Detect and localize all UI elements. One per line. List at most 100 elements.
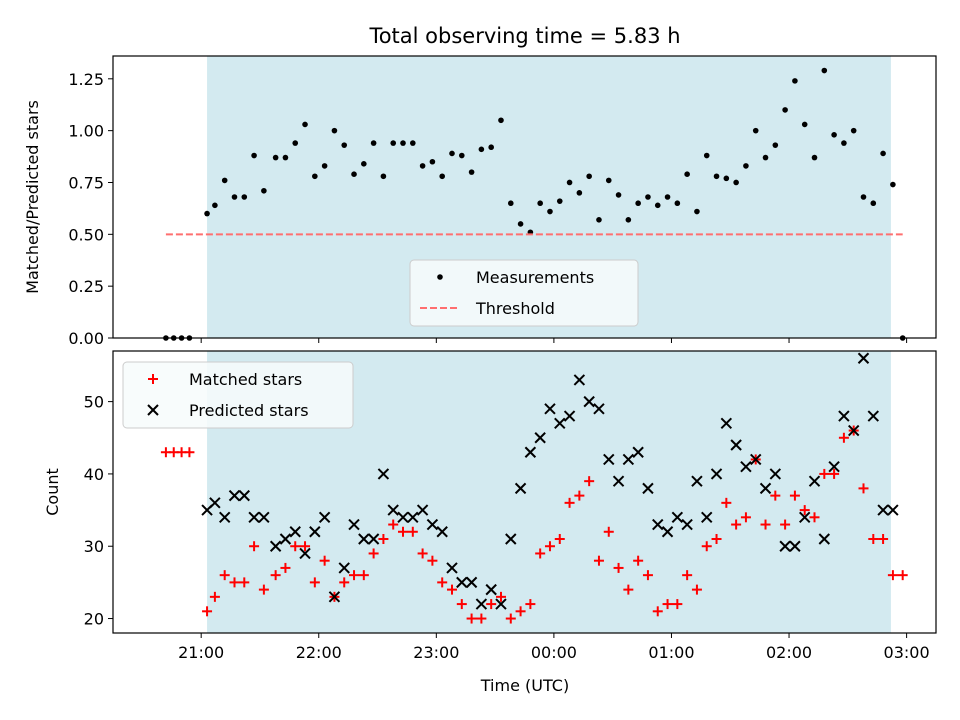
- predicted-stars-point: [348, 518, 360, 531]
- measurement-point: [615, 192, 622, 198]
- measurement-point: [261, 187, 267, 194]
- legend-marker-x: [147, 404, 159, 416]
- matched-stars-point: [662, 599, 673, 610]
- matched-stars-point: [280, 562, 291, 573]
- top-panel: 0.00 0.25 0.50 0.75 1.00 1.25 Matched/Predicte…: [23, 55, 937, 348]
- measurement-point: [204, 210, 210, 217]
- measurement-point: [586, 173, 592, 180]
- x-tick-label: 23:00: [413, 643, 459, 662]
- axes-frame: [112, 350, 937, 634]
- measurement-point: [282, 154, 289, 161]
- measurement-point: [850, 127, 857, 134]
- measurement-point: [361, 161, 367, 167]
- predicted-stars-point: [426, 518, 439, 531]
- predicted-stars-point: [309, 526, 321, 538]
- x-axis-label: Time (UTC): [480, 676, 569, 695]
- matched-stars-point: [535, 548, 546, 559]
- measurement-point: [231, 194, 238, 200]
- predicted-stars-point: [505, 533, 517, 545]
- predicted-stars-point: [318, 511, 331, 524]
- matched-stars-point: [633, 555, 644, 566]
- legend: Matched stars Predicted stars: [122, 361, 354, 429]
- measurement-point: [439, 173, 446, 180]
- measurement-point: [752, 127, 759, 134]
- bottom-panel: 20 30 40 50 21:00 22:00 23:00 00:00 01:00 02:00 03…: [43, 350, 937, 662]
- predicted-stars-point: [228, 489, 241, 502]
- matched-stars-point: [691, 584, 702, 595]
- measurement-point: [331, 127, 338, 134]
- measurement-point: [772, 142, 779, 148]
- matched-stars-point: [544, 541, 555, 552]
- matched-stars-point: [652, 606, 663, 617]
- matched-stars-point: [721, 497, 732, 508]
- matched-stars-point: [868, 534, 879, 544]
- matched-stars-point: [229, 577, 240, 588]
- measurement-point: [664, 194, 671, 200]
- predicted-stars-point: [269, 540, 282, 552]
- predicted-stars-point: [456, 576, 468, 589]
- matched-stars-point: [731, 519, 742, 530]
- legend: Measurements Threshold: [409, 259, 639, 327]
- measurement-point: [841, 140, 847, 146]
- measurement-point: [635, 200, 641, 207]
- legend-label: Measurements: [476, 268, 594, 287]
- predicted-stars-point: [436, 526, 448, 538]
- matched-stars-point: [789, 490, 800, 501]
- predicted-stars-point: [258, 511, 270, 524]
- matched-stars-point: [300, 541, 311, 552]
- matched-stars-point: [584, 476, 595, 487]
- matched-stars-point: [270, 570, 281, 581]
- predicted-stars-point: [238, 489, 250, 502]
- matched-stars-point: [780, 519, 791, 530]
- matched-stars-point: [760, 519, 771, 530]
- measurement-point: [762, 154, 769, 161]
- y-tick-label: 50: [84, 393, 104, 412]
- matched-stars-point: [239, 577, 250, 588]
- matched-stars-point: [897, 570, 908, 581]
- predicted-stars-point: [867, 410, 880, 422]
- measurement-point: [694, 208, 700, 215]
- predicted-stars-point: [554, 417, 566, 430]
- measurement-point: [870, 200, 877, 207]
- x-tick-label: 00:00: [531, 643, 577, 662]
- matched-stars-point: [701, 541, 712, 552]
- matched-stars-point: [799, 505, 810, 516]
- measurement-point: [831, 131, 837, 138]
- measurement-point: [566, 179, 573, 186]
- measurement-point: [498, 117, 504, 124]
- matched-stars-point: [388, 519, 399, 530]
- x-tick-label: 03:00: [884, 643, 930, 662]
- y-axis-label: Count: [43, 468, 62, 516]
- predicted-stars-point: [652, 518, 664, 531]
- y-tick-label: 0.75: [68, 173, 104, 192]
- predicted-stars-point: [563, 410, 576, 422]
- predicted-stars-point: [485, 583, 497, 596]
- y-tick-label: 0.25: [68, 277, 104, 296]
- matched-stars-point: [417, 548, 428, 559]
- measurement-point: [292, 140, 299, 146]
- y-tick-label: 30: [84, 537, 104, 556]
- matched-stars-point: [209, 591, 220, 602]
- predicted-stars-point: [358, 533, 370, 545]
- predicted-stars-point: [887, 504, 899, 516]
- y-tick-label: 0.50: [68, 225, 104, 244]
- measurement-point: [468, 169, 475, 175]
- matched-stars-point: [219, 570, 230, 581]
- matched-stars-point: [249, 541, 260, 552]
- predicted-stars-point: [397, 511, 409, 524]
- matched-stars-point: [486, 599, 497, 610]
- matched-stars-point: [554, 534, 565, 544]
- matched-stars-point: [358, 570, 369, 581]
- measurement-point: [251, 152, 257, 159]
- matched-stars-point: [184, 447, 195, 458]
- y-tick-label: 20: [84, 610, 104, 629]
- predicted-stars-point: [446, 562, 458, 574]
- matched-stars-point: [290, 541, 301, 552]
- y-tick-label: 0.00: [68, 329, 104, 348]
- measurement-point: [782, 107, 788, 113]
- measurement-point: [517, 221, 524, 227]
- matched-stars-point: [446, 584, 457, 595]
- measurement-point: [792, 78, 798, 84]
- predicted-stars-point: [632, 446, 644, 458]
